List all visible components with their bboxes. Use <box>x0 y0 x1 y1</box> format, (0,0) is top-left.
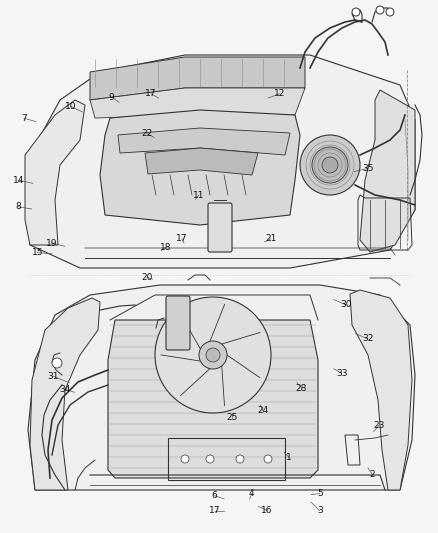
Circle shape <box>264 455 272 463</box>
Polygon shape <box>100 110 300 225</box>
Polygon shape <box>360 90 415 252</box>
Circle shape <box>181 455 189 463</box>
Text: 9: 9 <box>109 93 115 101</box>
FancyBboxPatch shape <box>166 296 190 350</box>
Text: 3: 3 <box>317 506 323 515</box>
Text: 8: 8 <box>15 203 21 211</box>
Circle shape <box>386 8 394 16</box>
Text: 10: 10 <box>65 102 77 111</box>
Text: 31: 31 <box>48 372 59 381</box>
Text: 17: 17 <box>176 235 187 243</box>
Text: 1: 1 <box>286 453 292 462</box>
Text: 2: 2 <box>370 470 375 479</box>
Text: 18: 18 <box>160 243 171 252</box>
Circle shape <box>52 358 62 368</box>
Text: 5: 5 <box>317 489 323 498</box>
Text: 19: 19 <box>46 239 57 247</box>
Text: 7: 7 <box>21 114 27 123</box>
Polygon shape <box>90 57 305 100</box>
Polygon shape <box>30 55 415 268</box>
Text: 23: 23 <box>373 421 385 430</box>
Text: 34: 34 <box>59 385 71 393</box>
Text: 20: 20 <box>141 273 152 281</box>
Circle shape <box>155 297 271 413</box>
Polygon shape <box>25 100 85 245</box>
Text: 28: 28 <box>296 384 307 392</box>
Polygon shape <box>28 285 415 490</box>
Text: 33: 33 <box>336 369 347 377</box>
Circle shape <box>236 455 244 463</box>
Text: 17: 17 <box>145 90 157 98</box>
Circle shape <box>312 147 348 183</box>
Text: 6: 6 <box>212 491 218 500</box>
Polygon shape <box>118 128 290 155</box>
Polygon shape <box>350 290 412 490</box>
Text: 32: 32 <box>362 335 374 343</box>
Polygon shape <box>108 320 318 478</box>
Text: 35: 35 <box>362 164 374 173</box>
Text: 16: 16 <box>261 506 273 515</box>
Text: 17: 17 <box>209 506 220 515</box>
Circle shape <box>352 8 360 16</box>
Polygon shape <box>145 148 258 175</box>
Circle shape <box>322 157 338 173</box>
Text: 4: 4 <box>249 489 254 498</box>
Text: 30: 30 <box>340 301 352 309</box>
Text: 22: 22 <box>141 129 152 138</box>
Text: 11: 11 <box>193 191 205 199</box>
Polygon shape <box>30 298 100 490</box>
Text: 12: 12 <box>274 90 285 98</box>
Circle shape <box>199 341 227 369</box>
Polygon shape <box>90 88 305 118</box>
Text: 25: 25 <box>226 414 238 422</box>
Text: 24: 24 <box>257 406 268 415</box>
Circle shape <box>300 135 360 195</box>
Circle shape <box>376 6 384 14</box>
Text: 15: 15 <box>32 248 43 257</box>
Circle shape <box>206 348 220 362</box>
FancyBboxPatch shape <box>208 203 232 252</box>
Text: 21: 21 <box>265 235 276 243</box>
Text: 14: 14 <box>13 176 24 184</box>
Circle shape <box>206 455 214 463</box>
